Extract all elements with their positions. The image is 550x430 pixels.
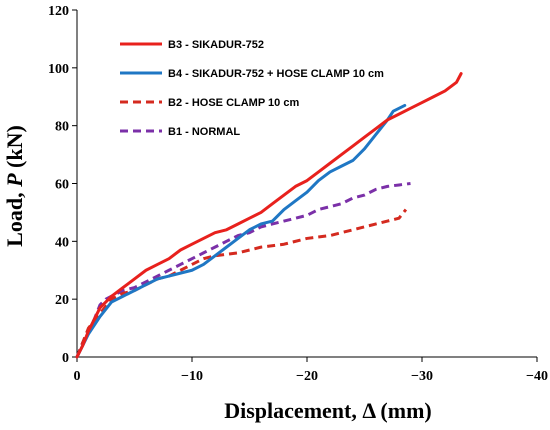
legend-label: B3 - SIKADUR-752: [168, 39, 264, 51]
legend: B3 - SIKADUR-752 B4 - SIKADUR-752 + HOSE …: [120, 39, 384, 138]
x-tick-label: −30: [411, 369, 433, 384]
y-tick-label: 60: [55, 178, 69, 193]
series-line-1: [75, 72, 463, 359]
y-axis-title-variable: P: [2, 173, 27, 188]
legend-label: B1 - NORMAL: [168, 126, 240, 138]
legend-label: B4 - SIKADUR-752 + HOSE CLAMP 10 cm: [168, 68, 384, 80]
y-tick-label: 100: [48, 62, 69, 77]
y-axis-title-prefix: Load,: [2, 187, 27, 247]
series-lines: [75, 72, 463, 359]
series-line-4: [75, 182, 411, 358]
y-axis-title: Load, P (kN): [2, 125, 27, 247]
y-tick-label: 120: [48, 4, 69, 19]
x-tick-label: −10: [181, 369, 203, 384]
y-tick-label: 20: [55, 293, 69, 308]
legend-label: B2 - HOSE CLAMP 10 cm: [168, 97, 299, 109]
series-line-2: [75, 103, 407, 359]
axes: 0 −10 −20 −30 −40 0 20 40 60 80 100 120: [48, 4, 548, 384]
x-tick-label: −40: [526, 369, 548, 384]
x-tick-label: 0: [74, 369, 81, 384]
y-axis-title-suffix: (kN): [2, 125, 27, 173]
x-tick-label: −20: [296, 369, 318, 384]
x-axis-title: Displacement, Δ (mm): [224, 398, 431, 423]
y-axis-ticks: 0 20 40 60 80 100 120: [48, 4, 77, 366]
y-tick-label: 0: [62, 351, 69, 366]
y-tick-label: 80: [55, 120, 69, 135]
series-line-3: [75, 208, 408, 358]
x-axis-ticks: 0 −10 −20 −30 −40: [74, 357, 548, 384]
y-tick-label: 40: [55, 235, 69, 250]
